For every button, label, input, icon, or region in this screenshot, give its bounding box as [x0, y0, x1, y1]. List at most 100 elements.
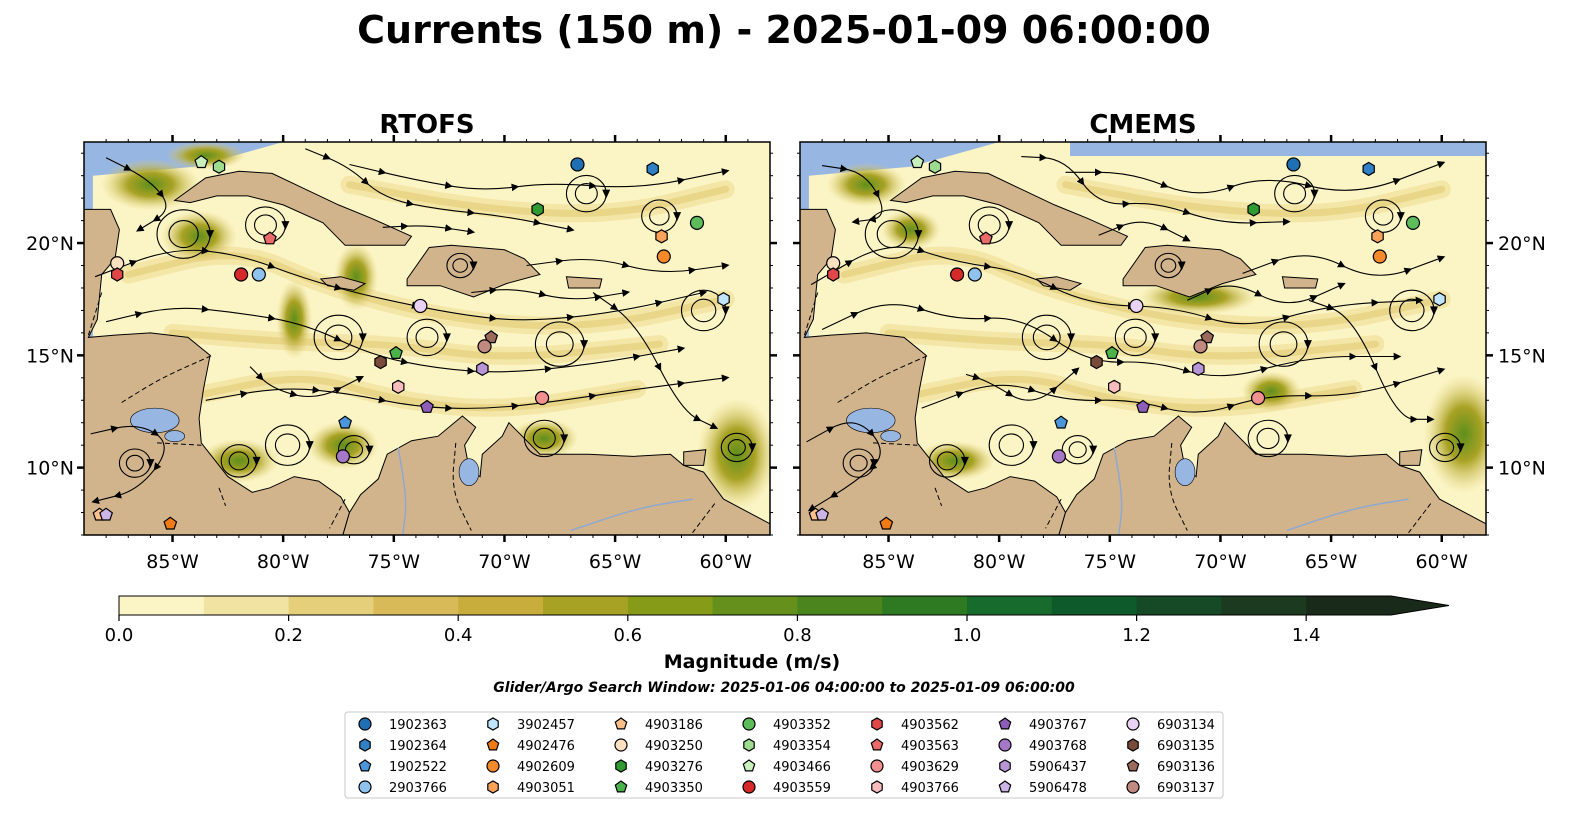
- float-marker-4903562: [826, 267, 840, 282]
- colorbar-tick-label: 0.4: [444, 625, 473, 646]
- map-layers-cmems: [800, 142, 1486, 535]
- country-border: [803, 292, 819, 336]
- lat-tick-label: 15°N: [26, 345, 74, 367]
- streamline-flow: [526, 257, 730, 275]
- float-marker-4903629: [534, 390, 550, 406]
- float-marker-6903136: [484, 330, 499, 344]
- country-border: [452, 442, 472, 531]
- legend-label: 4902476: [517, 739, 575, 754]
- float-marker-4902609: [656, 249, 671, 264]
- streamline-flow: [1098, 221, 1191, 242]
- legend-label: 4903766: [901, 781, 959, 796]
- river: [1113, 447, 1123, 535]
- legend-marker-6903134: [1126, 717, 1140, 731]
- float-marker-4903466: [194, 154, 209, 169]
- streamline-eddy-inner: [1256, 427, 1280, 450]
- legend-item-6903134: 6903134: [1126, 717, 1215, 733]
- float-marker-5906437: [1192, 361, 1205, 376]
- colorbar-segment: [203, 596, 290, 615]
- streamline-flow: [305, 148, 575, 233]
- streamline-flow: [1187, 282, 1346, 304]
- colorbar-label: Magnitude (m/s): [664, 651, 841, 673]
- legend-item-6903135: 6903135: [1127, 738, 1215, 754]
- streamline-arrow: [305, 441, 314, 451]
- legend-label: 4903352: [773, 718, 831, 733]
- country-border: [692, 503, 716, 534]
- lon-tick-label: 70°W: [1194, 551, 1247, 573]
- legend-marker-4903629: [870, 759, 884, 773]
- float-marker-4903629: [1250, 390, 1266, 406]
- legend-label: 5906437: [1029, 760, 1087, 775]
- legend-item-4903559: 4903559: [742, 780, 831, 796]
- legend-label: 3902457: [517, 718, 575, 733]
- colorbar: 0.0 0.2 0.4 0.6 0.8 1.0 1.2 1.4: [105, 595, 1450, 646]
- legend-label: 4903051: [517, 781, 575, 796]
- lon-tick-label: 60°W: [1416, 551, 1469, 573]
- land-puertorico: [1281, 276, 1319, 289]
- strong-current-area: [1241, 371, 1302, 412]
- lon-tick-label: 85°W: [146, 551, 199, 573]
- streamline-flow: [249, 366, 365, 398]
- float-marker-4903768: [335, 449, 351, 464]
- streamlines-cmems: [806, 153, 1465, 512]
- lon-tick-label: 85°W: [862, 551, 915, 573]
- legend-label: 4903186: [645, 718, 703, 733]
- no-data-strip: [1070, 142, 1486, 156]
- colorbar-segment: [373, 596, 459, 615]
- float-marker-4903352: [689, 215, 705, 230]
- lat-tick-label: 10°N: [26, 458, 74, 480]
- lon-tick-label: 75°W: [1084, 551, 1137, 573]
- legend-label: 4903768: [1029, 739, 1087, 754]
- float-marker-6903137: [477, 339, 492, 354]
- legend: 1902363 1902364 1902522 2903766 3902457 49024…: [344, 711, 1224, 799]
- float-marker-4902476: [879, 516, 894, 530]
- float-marker-6903134: [1129, 298, 1144, 314]
- legend-item-4903276: 4903276: [615, 759, 703, 775]
- colorbar-segment: [712, 596, 798, 615]
- legend-marker-6903137: [1126, 780, 1140, 794]
- legend-marker-6903136: [1126, 759, 1140, 772]
- streamline-arrow: [602, 189, 611, 199]
- float-marker-4903350: [389, 345, 403, 359]
- legend-marker-4903276: [615, 759, 627, 773]
- legend-marker-4903767: [998, 717, 1012, 730]
- colorbar-segment: [458, 596, 544, 615]
- streamline-arrow: [1396, 212, 1405, 222]
- float-marker-6903135: [1090, 354, 1103, 370]
- float-marker-6903136: [1200, 330, 1215, 344]
- legend-marker-4903051: [487, 780, 499, 794]
- streamline-arrow: [1456, 443, 1465, 453]
- streamline-flow: [822, 164, 883, 226]
- legend-label: 4903629: [901, 760, 959, 775]
- colorbar-tick-label: 0.6: [613, 625, 642, 646]
- country-border: [1408, 503, 1432, 534]
- float-marker-4903466: [910, 154, 925, 169]
- legend-label: 4903354: [773, 739, 831, 754]
- search-window-text: Glider/Argo Search Window: 2025-01-06 04…: [493, 680, 1075, 696]
- legend-label: 1902522: [389, 760, 447, 775]
- colorbar-segment: [119, 596, 205, 615]
- colorbar-segment: [627, 596, 714, 615]
- legend-item-4903562: 4903562: [871, 717, 959, 733]
- streamline-arrow: [721, 306, 730, 316]
- legend-label: 4903350: [645, 781, 703, 796]
- lat-tick-label: 10°N: [1498, 458, 1546, 480]
- strong-current-area: [276, 279, 313, 360]
- float-marker-4903354: [212, 159, 226, 174]
- map-ticks-cmems: 85°W 80°W 75°W 70°W 65°W 60°W 10°N 15°N 20°N: [793, 135, 1546, 573]
- legend-marker-4903768: [998, 738, 1012, 752]
- streamline-flow: [1242, 255, 1446, 276]
- streamline-arrow: [560, 434, 569, 444]
- country-border: [218, 487, 227, 506]
- legend-item-4902476: 4902476: [486, 738, 575, 754]
- legend-label: 4903250: [645, 739, 703, 754]
- legend-item-4903350: 4903350: [614, 780, 703, 796]
- streamline-arrow: [281, 221, 290, 231]
- float-marker-4903051: [655, 229, 668, 244]
- float-marker-3902457: [1433, 292, 1446, 307]
- float-marker-4903768: [1051, 449, 1067, 464]
- float-marker-4903563: [262, 231, 277, 245]
- legend-item-1902364: 1902364: [359, 738, 447, 754]
- legend-item-4903250: 4903250: [614, 738, 703, 754]
